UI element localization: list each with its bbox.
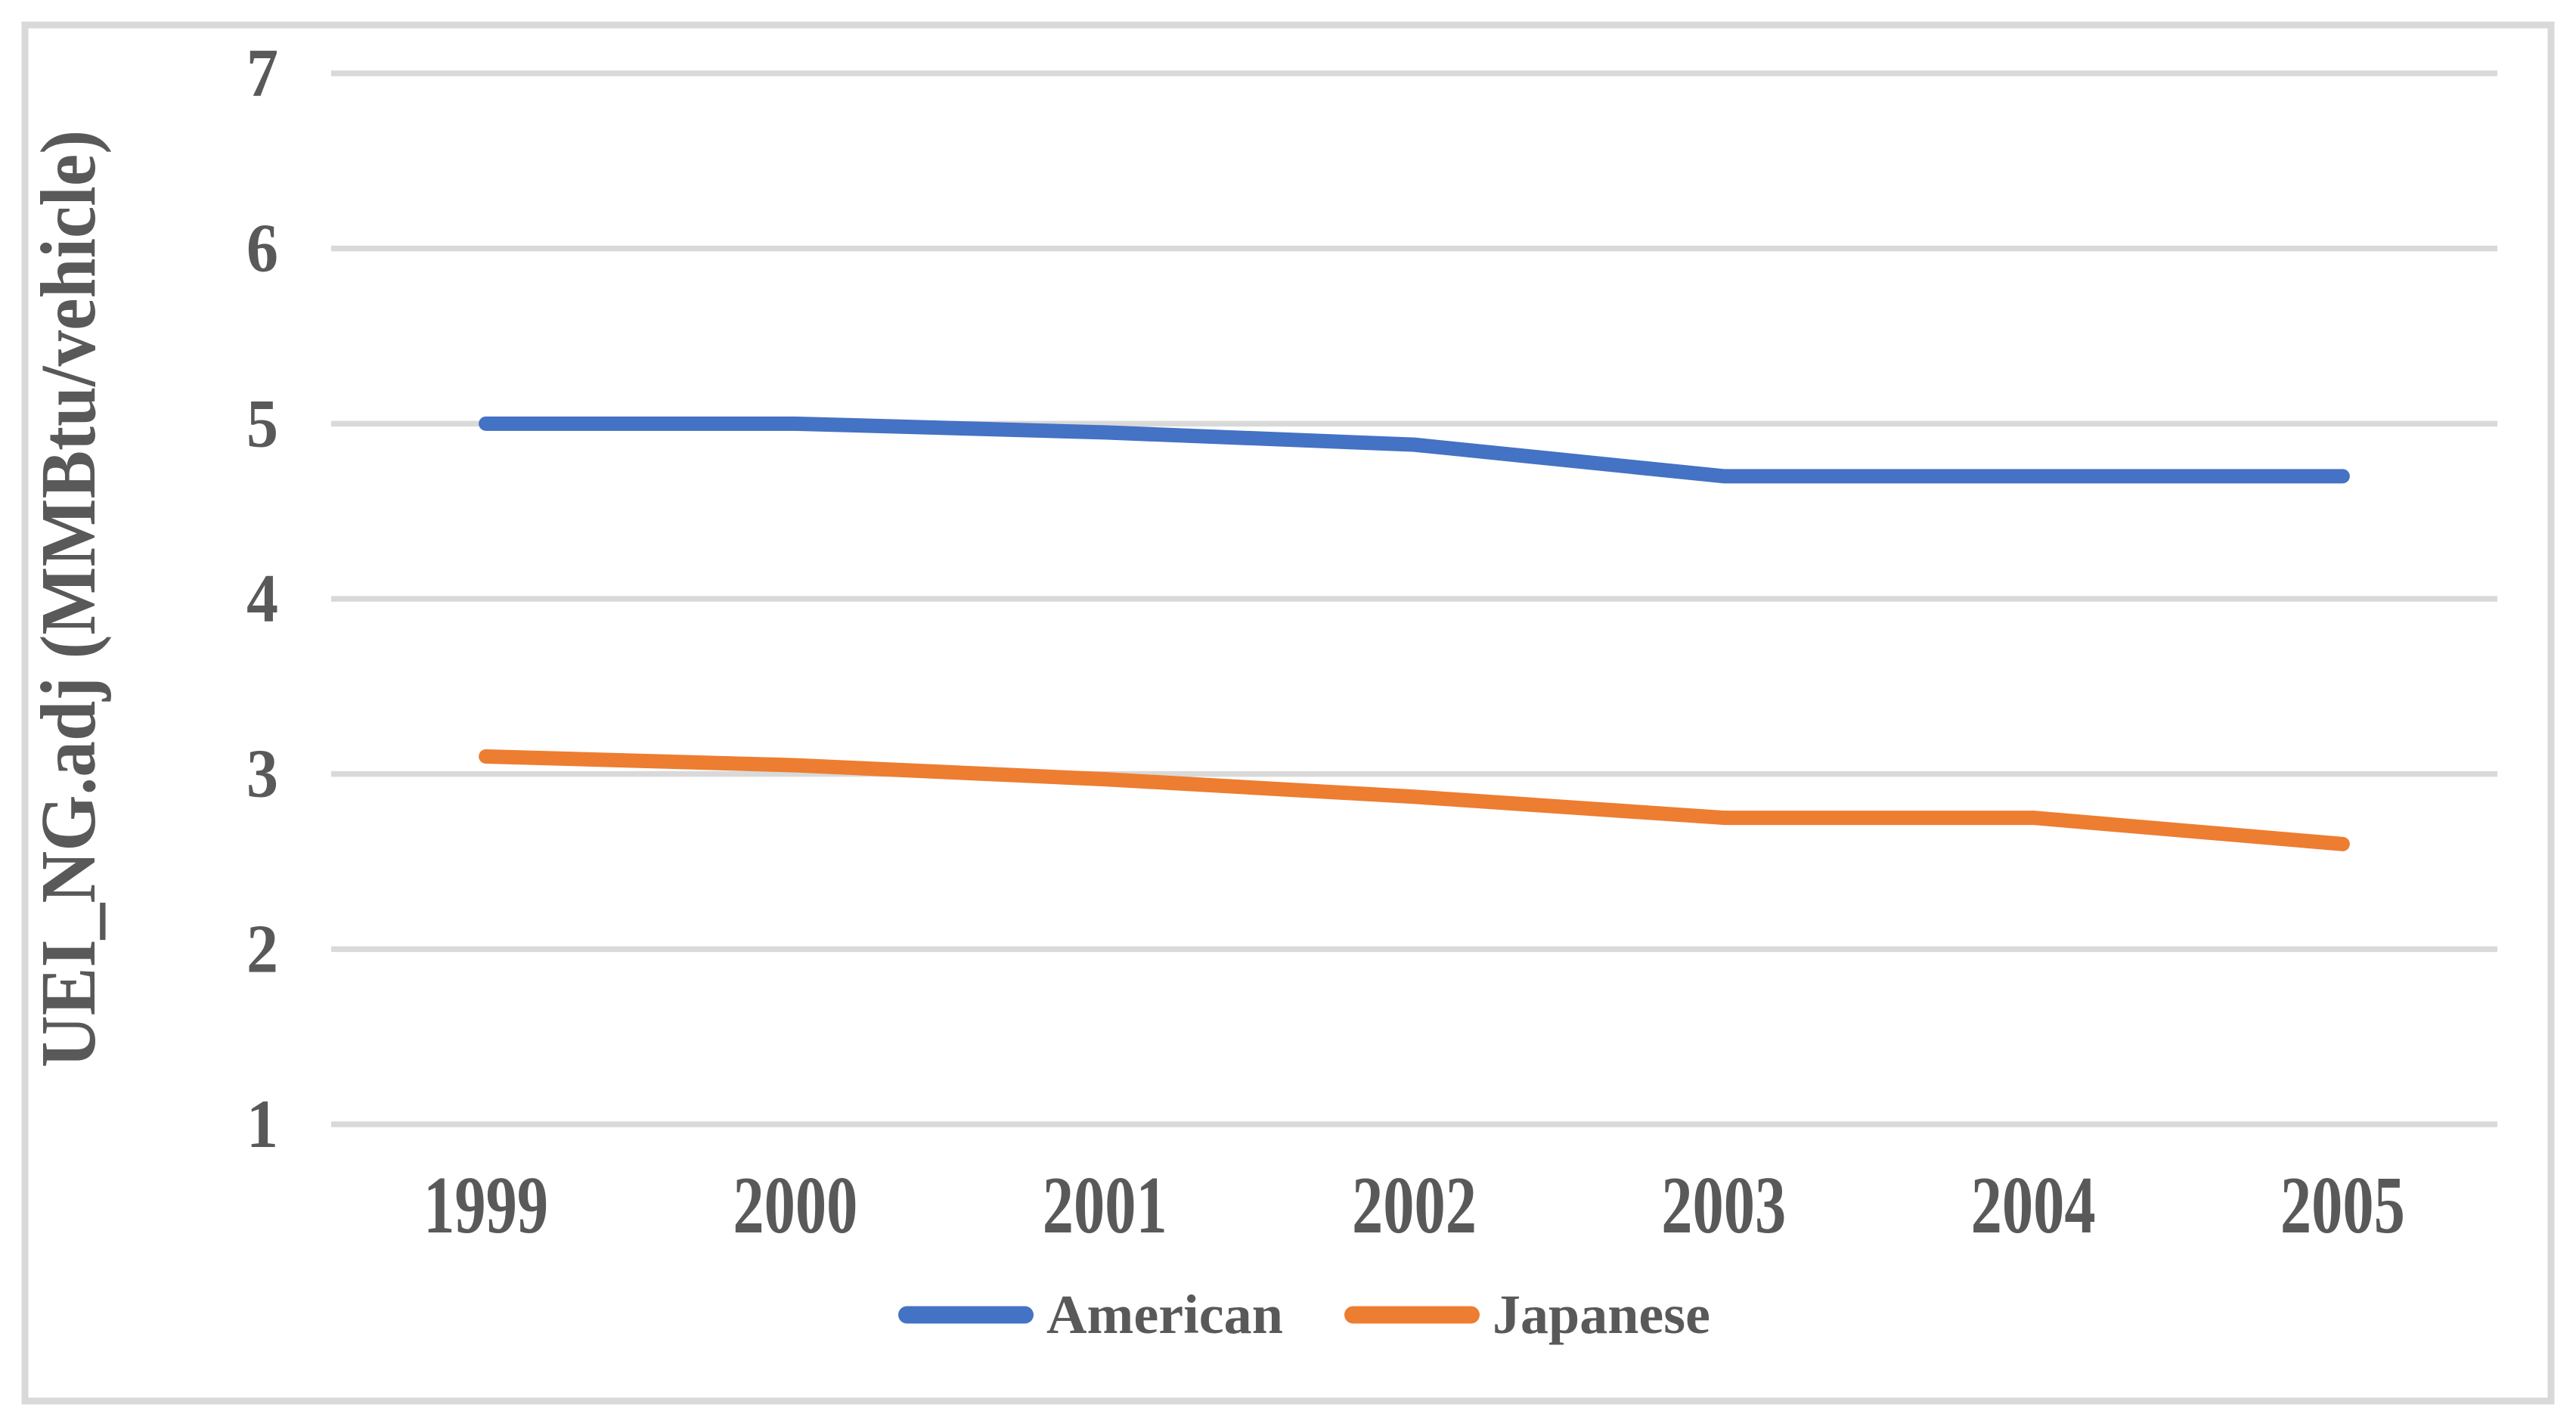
x-tick-label-2002: 2002 bbox=[1352, 1161, 1477, 1251]
x-tick-label-2003: 2003 bbox=[1661, 1161, 1786, 1251]
data-series bbox=[479, 416, 2350, 851]
x-tick-label-2001: 2001 bbox=[1043, 1161, 1167, 1251]
x-tick-label-2005: 2005 bbox=[2280, 1161, 2405, 1251]
chart-border bbox=[21, 21, 2555, 1405]
legend-label-american: American bbox=[1046, 1284, 1283, 1345]
y-tick-label-3: 3 bbox=[246, 736, 278, 812]
y-tick-label-1: 1 bbox=[246, 1086, 278, 1162]
y-tick-label-7: 7 bbox=[246, 35, 278, 111]
y-tick-label-6: 6 bbox=[246, 210, 278, 287]
y-tick-label-2: 2 bbox=[246, 910, 278, 987]
x-axis-tick-labels: 1999 2000 2001 2002 2003 2004 2005 bbox=[423, 1161, 2405, 1251]
legend: American Japanese bbox=[898, 1284, 1710, 1345]
y-axis-title: UEI_NG.adj (MMBtu/vehicle) bbox=[25, 130, 112, 1068]
series-line-japanese bbox=[479, 749, 2350, 851]
y-tick-label-4: 4 bbox=[246, 560, 278, 637]
x-tick-label-2000: 2000 bbox=[733, 1161, 857, 1251]
x-tick-label-1999: 1999 bbox=[423, 1161, 548, 1251]
series-line-american bbox=[479, 416, 2350, 484]
y-tick-label-5: 5 bbox=[246, 385, 278, 461]
legend-label-japanese: Japanese bbox=[1493, 1284, 1710, 1345]
y-axis-tick-labels: 1 2 3 4 5 6 7 bbox=[246, 35, 278, 1162]
x-tick-label-2004: 2004 bbox=[1971, 1161, 2096, 1251]
gridlines bbox=[331, 70, 2497, 1127]
